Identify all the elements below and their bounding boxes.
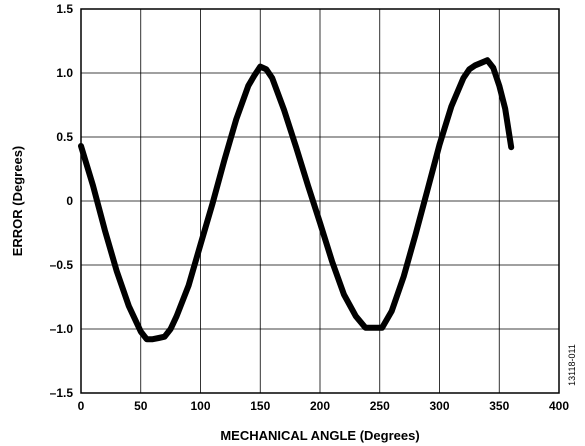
y-tick-label-6: 1.5 (56, 2, 73, 16)
x-tick-label-0: 0 (78, 399, 85, 413)
y-tick-label-0: –1.5 (50, 386, 74, 400)
error-trace (78, 57, 515, 343)
x-tick-label-3: 150 (250, 399, 270, 413)
y-axis-title: ERROR (Degrees) (10, 146, 25, 257)
x-tick-label-2: 100 (190, 399, 210, 413)
y-tick-labels: –1.5 –1.0 –0.5 0 0.5 1.0 1.5 (50, 2, 74, 400)
y-tick-label-4: 0.5 (56, 130, 73, 144)
x-tick-label-7: 350 (489, 399, 509, 413)
x-tick-label-6: 300 (429, 399, 449, 413)
x-tick-labels: 0 50 100 150 200 250 300 350 400 (78, 399, 570, 413)
x-tick-label-1: 50 (134, 399, 148, 413)
x-tick-label-8: 400 (549, 399, 569, 413)
y-tick-label-5: 1.0 (56, 66, 73, 80)
y-tick-label-3: 0 (66, 194, 73, 208)
x-tick-label-4: 200 (310, 399, 330, 413)
grid-lines (80, 8, 560, 394)
x-tick-label-5: 250 (370, 399, 390, 413)
y-tick-label-2: –0.5 (50, 258, 74, 272)
series-line-0 (78, 57, 515, 343)
x-axis-title: MECHANICAL ANGLE (Degrees) (220, 428, 419, 443)
plot-frame (80, 8, 560, 394)
figure-id: 13118-011 (567, 344, 577, 386)
y-tick-label-1: –1.0 (50, 322, 74, 336)
